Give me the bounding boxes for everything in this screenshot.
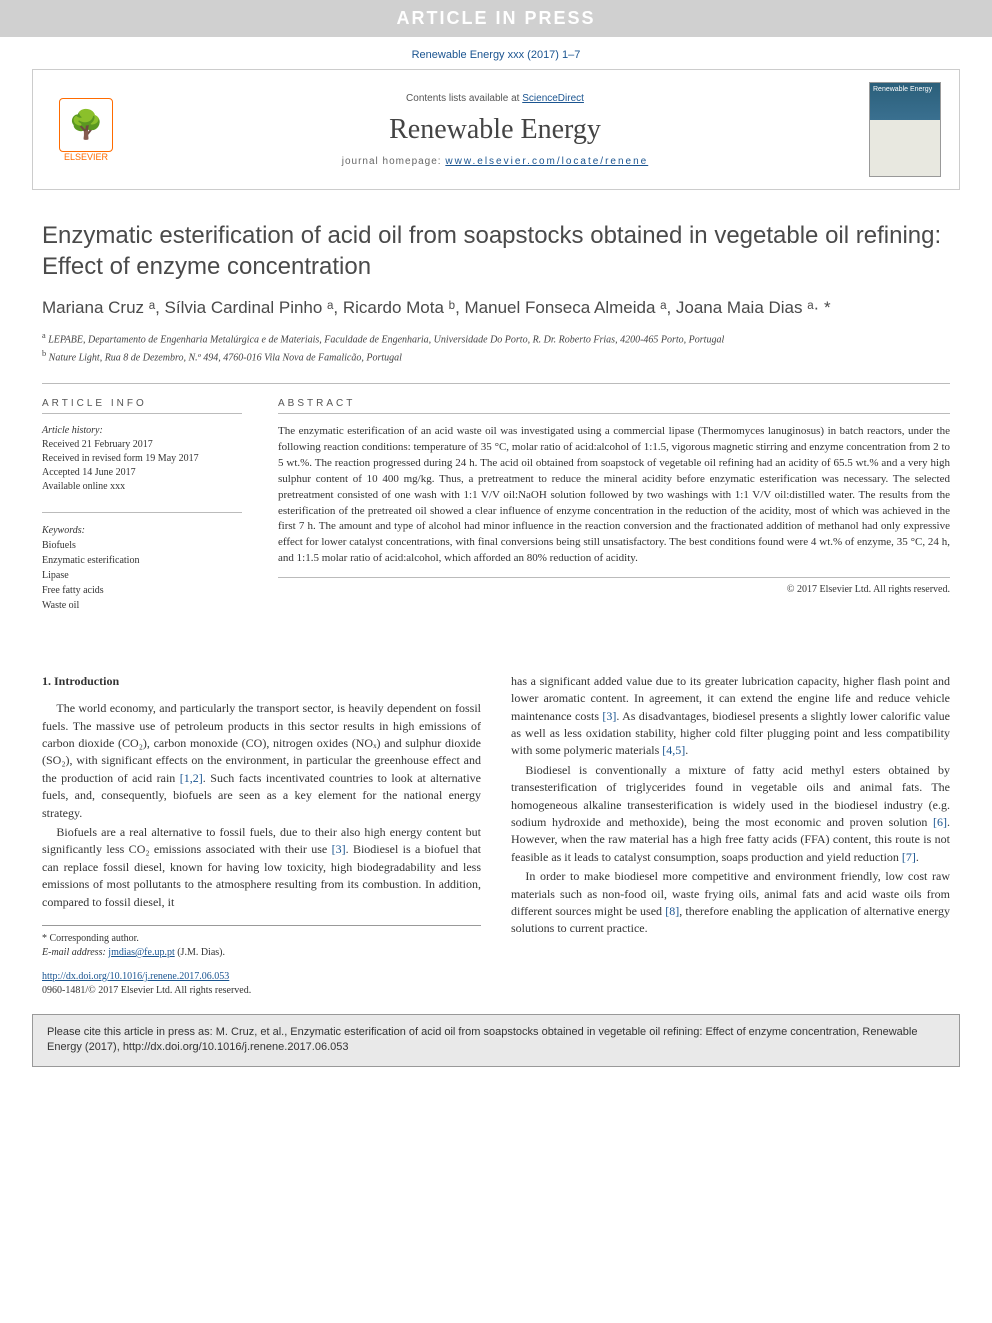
journal-name: Renewable Energy — [141, 114, 849, 146]
article-content: Enzymatic esterification of acid oil fro… — [0, 190, 992, 970]
body-col-left: 1. Introduction The world economy, and p… — [42, 673, 481, 960]
history-revised: Received in revised form 19 May 2017 — [42, 452, 242, 466]
abstract-panel: ABSTRACT The enzymatic esterification of… — [278, 398, 950, 613]
keyword: Enzymatic esterification — [42, 553, 242, 568]
body-paragraph: Biofuels are a real alternative to fossi… — [42, 824, 481, 911]
meta-row: ARTICLE INFO Article history: Received 2… — [42, 398, 950, 613]
affiliation-b: b Nature Light, Rua 8 de Dezembro, N.º 4… — [42, 348, 950, 365]
elsevier-logo: 🌳 ELSEVIER — [51, 90, 121, 170]
ref-link[interactable]: [1,2] — [180, 771, 203, 785]
corresponding-author: * Corresponding author. — [42, 932, 481, 946]
ref-link[interactable]: [4,5] — [662, 743, 685, 757]
body-paragraph: Biodiesel is conventionally a mixture of… — [511, 762, 950, 866]
intro-heading: 1. Introduction — [42, 673, 481, 690]
body-paragraph: In order to make biodiesel more competit… — [511, 868, 950, 938]
footnotes: * Corresponding author. E-mail address: … — [42, 925, 481, 960]
sciencedirect-link[interactable]: ScienceDirect — [522, 93, 584, 104]
ref-link[interactable]: [3] — [332, 842, 346, 856]
abstract-text: The enzymatic esterification of an acid … — [278, 424, 950, 578]
email-label: E-mail address: — [42, 947, 106, 958]
contents-prefix: Contents lists available at — [406, 93, 519, 104]
abstract-copyright: © 2017 Elsevier Ltd. All rights reserved… — [278, 584, 950, 595]
history-accepted: Accepted 14 June 2017 — [42, 466, 242, 480]
in-press-banner: ARTICLE IN PRESS — [0, 0, 992, 37]
journal-cover-thumb: Renewable Energy — [869, 82, 941, 177]
article-title: Enzymatic esterification of acid oil fro… — [42, 220, 950, 282]
keyword: Free fatty acids — [42, 583, 242, 598]
body-paragraph: The world economy, and particularly the … — [42, 700, 481, 822]
history-received: Received 21 February 2017 — [42, 438, 242, 452]
divider — [42, 383, 950, 384]
ref-link[interactable]: [7] — [902, 850, 916, 864]
header-center: Contents lists available at ScienceDirec… — [141, 93, 849, 167]
cite-box: Please cite this article in press as: M.… — [32, 1014, 960, 1067]
history-block: Article history: Received 21 February 20… — [42, 424, 242, 494]
body-paragraph: has a significant added value due to its… — [511, 673, 950, 760]
keyword: Waste oil — [42, 598, 242, 613]
email-line: E-mail address: jmdias@fe.up.pt (J.M. Di… — [42, 946, 481, 960]
authors-line: Mariana Cruz ᵃ, Sílvia Cardinal Pinho ᵃ,… — [42, 296, 950, 320]
keywords-label: Keywords: — [42, 523, 242, 538]
contents-line: Contents lists available at ScienceDirec… — [141, 93, 849, 104]
email-suffix: (J.M. Dias). — [177, 947, 225, 958]
homepage-link[interactable]: www.elsevier.com/locate/renene — [445, 156, 648, 167]
doi-block: http://dx.doi.org/10.1016/j.renene.2017.… — [42, 970, 950, 998]
keyword: Lipase — [42, 568, 242, 583]
top-citation: Renewable Energy xxx (2017) 1–7 — [0, 37, 992, 69]
homepage-line: journal homepage: www.elsevier.com/locat… — [141, 156, 849, 167]
ref-link[interactable]: [8] — [665, 904, 679, 918]
email-link[interactable]: jmdias@fe.up.pt — [108, 947, 174, 958]
history-label: Article history: — [42, 424, 242, 438]
homepage-prefix: journal homepage: — [342, 156, 442, 167]
publisher-name: ELSEVIER — [64, 152, 108, 162]
affiliation-a: a LEPABE, Departamento de Engenharia Met… — [42, 330, 950, 347]
body-columns: 1. Introduction The world economy, and p… — [42, 673, 950, 960]
abstract-heading: ABSTRACT — [278, 398, 950, 414]
cover-label: Renewable Energy — [873, 86, 937, 93]
issn-line: 0960-1481/© 2017 Elsevier Ltd. All right… — [42, 985, 251, 996]
doi-link[interactable]: http://dx.doi.org/10.1016/j.renene.2017.… — [42, 971, 229, 982]
article-info-panel: ARTICLE INFO Article history: Received 2… — [42, 398, 242, 613]
elsevier-tree-icon: 🌳 — [59, 98, 113, 152]
ref-link[interactable]: [3] — [602, 709, 616, 723]
history-online: Available online xxx — [42, 480, 242, 494]
journal-header: 🌳 ELSEVIER Contents lists available at S… — [32, 69, 960, 190]
affiliations: a LEPABE, Departamento de Engenharia Met… — [42, 330, 950, 365]
ref-link[interactable]: [6] — [933, 815, 947, 829]
article-info-heading: ARTICLE INFO — [42, 398, 242, 414]
body-col-right: has a significant added value due to its… — [511, 673, 950, 960]
keyword: Biofuels — [42, 538, 242, 553]
keywords-block: Keywords: Biofuels Enzymatic esterificat… — [42, 512, 242, 613]
